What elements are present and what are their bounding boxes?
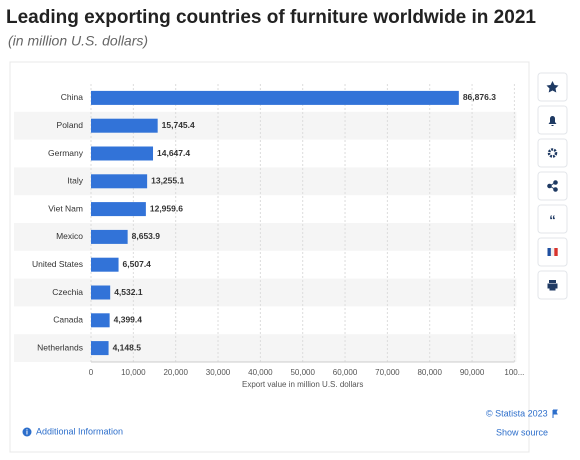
x-axis-label: Export value in million U.S. dollars bbox=[242, 380, 363, 389]
y-tick-label: United States bbox=[32, 259, 83, 269]
x-tick-label: 10,000 bbox=[121, 368, 146, 377]
x-tick-label: 20,000 bbox=[163, 368, 188, 377]
x-tick-label: 100... bbox=[504, 368, 524, 377]
share-button[interactable] bbox=[537, 171, 568, 201]
show-source[interactable]: Show source bbox=[496, 427, 548, 437]
x-tick-label: 80,000 bbox=[417, 368, 442, 377]
x-tick-label: 30,000 bbox=[206, 368, 231, 377]
flag-link-icon bbox=[552, 409, 558, 418]
additional-info[interactable]: Additional Information bbox=[36, 426, 123, 436]
row-band bbox=[14, 334, 517, 362]
x-tick-label: 90,000 bbox=[460, 368, 485, 377]
bar bbox=[91, 146, 154, 161]
bar bbox=[91, 313, 110, 328]
settings-button[interactable] bbox=[537, 138, 568, 168]
bar bbox=[91, 285, 111, 300]
row-band bbox=[14, 167, 517, 196]
bar bbox=[91, 229, 128, 244]
value-label: 14,647.4 bbox=[157, 148, 190, 158]
row-band bbox=[14, 111, 517, 140]
info-glyph: i bbox=[26, 429, 28, 436]
chart-subtitle: (in million U.S. dollars) bbox=[8, 33, 148, 49]
print-icon bbox=[547, 280, 558, 291]
y-tick-label: China bbox=[61, 92, 83, 102]
y-tick-label: Netherlands bbox=[37, 342, 83, 352]
bar bbox=[91, 174, 148, 189]
toolbar: “ bbox=[537, 72, 568, 300]
star-icon bbox=[546, 81, 559, 93]
bar bbox=[91, 202, 146, 217]
plot: 0 10,000 20,000 30,000 40,000 50,000 60,000 70,… bbox=[14, 84, 524, 389]
y-tick-label: Mexico bbox=[56, 231, 83, 241]
share-icon bbox=[547, 180, 558, 192]
value-label: 6,507.4 bbox=[123, 259, 152, 269]
y-tick-label: Italy bbox=[67, 176, 83, 186]
value-label: 4,399.4 bbox=[114, 315, 143, 325]
x-tick-label: 40,000 bbox=[248, 368, 273, 377]
bar bbox=[91, 118, 158, 133]
row-band bbox=[14, 223, 517, 251]
y-tick-label: Germany bbox=[48, 148, 84, 158]
gear-icon bbox=[547, 148, 558, 158]
x-tick-label: 0 bbox=[89, 368, 94, 377]
bar bbox=[91, 257, 119, 272]
value-label: 4,148.5 bbox=[113, 342, 142, 352]
info-icon bbox=[22, 427, 32, 437]
value-label: 86,876.3 bbox=[463, 92, 496, 102]
bell-icon bbox=[548, 116, 557, 126]
x-tick-label: 70,000 bbox=[375, 368, 400, 377]
x-tick-label: 50,000 bbox=[290, 368, 315, 377]
value-label: 8,653.9 bbox=[132, 231, 161, 241]
y-tick-label: Canada bbox=[53, 315, 83, 325]
value-label: 4,532.1 bbox=[114, 287, 143, 297]
cite-button[interactable] bbox=[537, 204, 568, 234]
bar bbox=[91, 341, 109, 356]
chart-title: Leading exporting countries of furniture… bbox=[6, 7, 536, 28]
copyright[interactable]: © Statista 2023 bbox=[486, 408, 548, 418]
quote-icon: “ bbox=[549, 212, 556, 227]
x-tick-label: 60,000 bbox=[333, 368, 358, 377]
y-tick-label: Poland bbox=[57, 120, 84, 130]
bar bbox=[91, 90, 459, 105]
y-tick-label: Viet Nam bbox=[48, 203, 83, 213]
value-label: 13,255.1 bbox=[151, 176, 184, 186]
flag-icon bbox=[547, 248, 558, 256]
row-band bbox=[14, 278, 517, 307]
value-label: 15,745.4 bbox=[162, 120, 195, 130]
y-tick-label: Czechia bbox=[52, 287, 83, 297]
value-label: 12,959.6 bbox=[150, 203, 183, 213]
